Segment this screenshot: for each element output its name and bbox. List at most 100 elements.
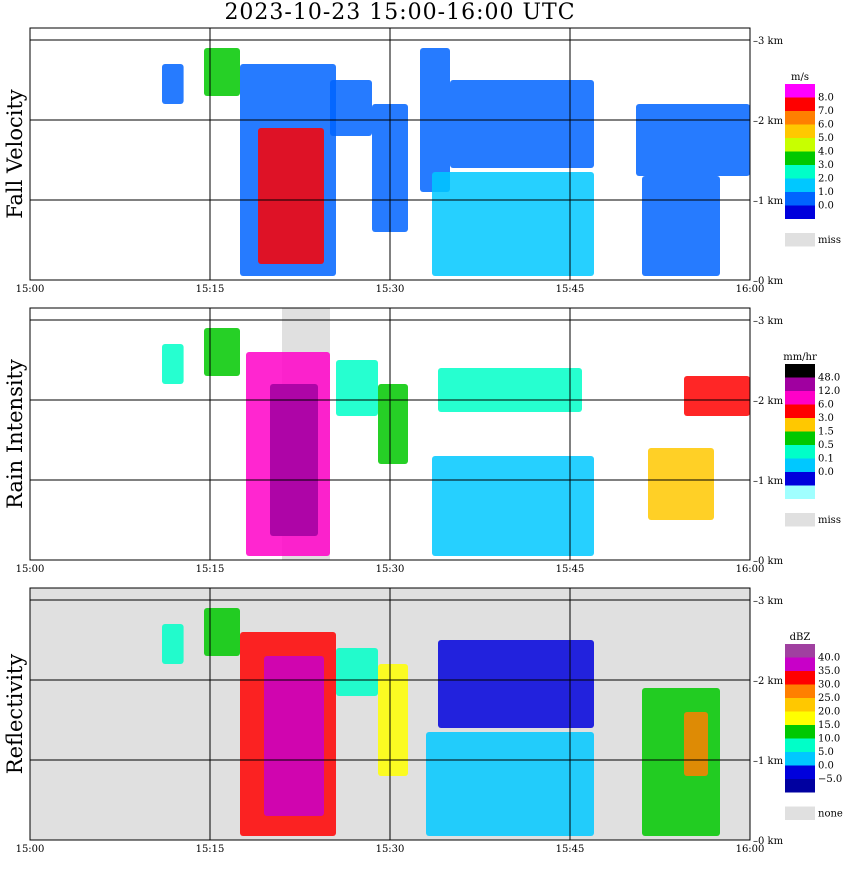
echo-feature-3 — [258, 128, 324, 264]
echo-feature-6 — [426, 732, 594, 836]
colorbar-swatch — [785, 698, 815, 712]
x-tick-label: 15:30 — [376, 564, 405, 575]
x-tick-label: 15:00 — [16, 844, 45, 855]
fall-velocity-ylabel: Fall Velocity — [3, 89, 27, 219]
colorbar-label: 0.0 — [818, 467, 834, 478]
y-tick-label: –1 km — [753, 756, 784, 767]
colorbar-unit: mm/hr — [783, 352, 817, 363]
y-tick-label: –0 km — [753, 556, 784, 567]
colorbar-missing-label: miss — [818, 235, 841, 246]
reflectivity-chart: –0 km –1 km –2 km –3 km 15:00 15:15 15:30 15:45… — [16, 587, 843, 855]
colorbar-label: 6.0 — [818, 120, 834, 131]
colorbar-swatch — [785, 485, 815, 499]
x-tick-label: 15:15 — [196, 284, 225, 295]
colorbar-swatch — [785, 431, 815, 445]
y-tick-label: –2 km — [753, 116, 784, 127]
colorbar-swatch — [785, 111, 815, 125]
colorbar-label: 20.0 — [818, 707, 840, 718]
echo-feature-3 — [264, 656, 324, 816]
colorbar-swatch — [785, 779, 815, 793]
echo-feature-4 — [330, 80, 372, 136]
echo-feature-1 — [204, 328, 240, 376]
plot-frame — [29, 307, 751, 561]
echo-feature-0 — [162, 624, 184, 664]
echo-feature-7 — [432, 172, 594, 276]
echo-feature-8 — [648, 448, 714, 520]
echo-feature-7 — [438, 368, 582, 412]
y-tick-label: –2 km — [753, 396, 784, 407]
colorbar-swatch — [785, 644, 815, 658]
colorbar-missing-label: none — [818, 809, 843, 820]
x-tick-label: 15:45 — [556, 564, 585, 575]
colorbar-swatch — [785, 391, 815, 405]
echo-feature-1 — [204, 608, 240, 656]
colorbar-label: 3.0 — [818, 160, 834, 171]
colorbar-label: 5.0 — [818, 747, 834, 758]
colorbar-missing-swatch — [785, 513, 815, 527]
rain-intensity-panel: Rain Intensity –0 km –1 km –2 km –3 km 15:00… — [0, 306, 850, 586]
colorbar-label: 10.0 — [818, 734, 840, 745]
colorbar-unit: m/s — [791, 72, 809, 83]
colorbar-swatch — [785, 684, 815, 698]
colorbar-swatch — [785, 445, 815, 459]
echo-feature-6 — [432, 456, 594, 556]
colorbar-swatch — [785, 404, 815, 418]
colorbar-label: 0.5 — [818, 440, 834, 451]
x-tick-label: 15:15 — [196, 564, 225, 575]
colorbar-swatch — [785, 711, 815, 725]
colorbar-swatch — [785, 377, 815, 391]
colorbar-label: 25.0 — [818, 693, 840, 704]
reflectivity-ylabel: Reflectivity — [3, 653, 27, 775]
colorbar-label: 8.0 — [818, 93, 834, 104]
colorbar-label: 0.1 — [818, 454, 834, 465]
x-tick-label: 15:15 — [196, 844, 225, 855]
echo-feature-8 — [450, 80, 594, 168]
colorbar-swatch — [785, 752, 815, 766]
x-tick-label: 16:00 — [736, 284, 765, 295]
y-tick-label: –2 km — [753, 676, 784, 687]
reflectivity-panel: Reflectivity –0 km –1 km –2 km –3 km 15:00 15… — [0, 586, 850, 866]
x-tick-label: 16:00 — [736, 844, 765, 855]
colorbar-swatch — [785, 657, 815, 671]
colorbar-label: 5.0 — [818, 133, 834, 144]
echo-feature-1 — [204, 48, 240, 96]
colorbar-label: 12.0 — [818, 386, 840, 397]
echo-feature-5 — [378, 664, 408, 776]
echo-feature-4 — [336, 648, 378, 696]
colorbar-label: −5.0 — [818, 774, 842, 785]
colorbar-swatch — [785, 418, 815, 432]
y-tick-label: –1 km — [753, 476, 784, 487]
colorbar-label: 15.0 — [818, 720, 840, 731]
echo-feature-4 — [336, 360, 378, 416]
colorbar-label: 1.0 — [818, 187, 834, 198]
colorbar-swatch — [785, 97, 815, 111]
y-tick-label: –3 km — [753, 36, 784, 47]
echo-feature-9 — [642, 176, 720, 276]
colorbar-swatch — [785, 364, 815, 378]
colorbar-missing-swatch — [785, 233, 815, 247]
colorbar-label: 7.0 — [818, 106, 834, 117]
x-tick-label: 15:45 — [556, 844, 585, 855]
rain-intensity-chart: –0 km –1 km –2 km –3 km 15:00 15:15 15:30 15:45… — [16, 307, 841, 575]
y-tick-label: –3 km — [753, 316, 784, 327]
y-tick-label: –0 km — [753, 836, 784, 847]
colorbar-label: 0.0 — [818, 761, 834, 772]
colorbar-swatch — [785, 205, 815, 219]
colorbar-label: 2.0 — [818, 174, 834, 185]
colorbar-swatch — [785, 84, 815, 98]
echo-feature-9 — [684, 712, 708, 776]
colorbar-missing-swatch — [785, 806, 815, 820]
rain-intensity-ylabel: Rain Intensity — [3, 359, 27, 509]
fall-velocity-panel: Fall Velocity –0 km –1 km –2 km –3 km 15:00 1… — [0, 26, 850, 306]
colorbar-label: 40.0 — [818, 653, 840, 664]
colorbar-unit: dBZ — [790, 632, 811, 643]
x-tick-label: 15:00 — [16, 284, 45, 295]
colorbar-swatch — [785, 151, 815, 165]
colorbar-label: 1.5 — [818, 427, 834, 438]
colorbar-label: 3.0 — [818, 413, 834, 424]
colorbar-label: 48.0 — [818, 373, 840, 384]
colorbar-swatch — [785, 124, 815, 138]
colorbar-swatch — [785, 725, 815, 739]
colorbar-swatch — [785, 738, 815, 752]
colorbar-label: 4.0 — [818, 147, 834, 158]
